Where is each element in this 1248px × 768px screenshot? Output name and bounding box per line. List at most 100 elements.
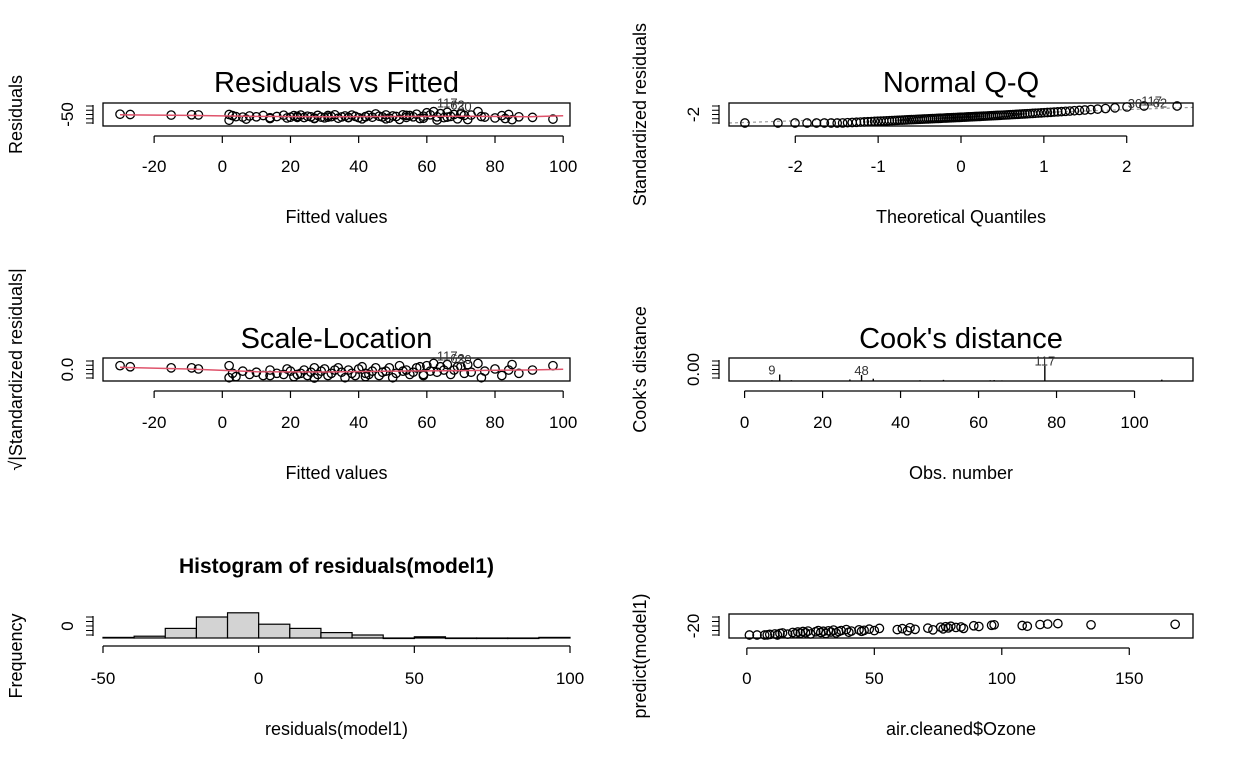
data-point	[241, 114, 252, 124]
x-tick-label: 0	[218, 413, 227, 432]
x-tick-label: 50	[405, 669, 424, 688]
data-point	[442, 112, 453, 122]
data-point	[418, 113, 429, 124]
qq-point	[1079, 105, 1090, 115]
x-tick-label: -20	[142, 157, 167, 176]
x-tick-label: 60	[417, 157, 436, 176]
panel-normal-qq: -2 -1 0 1 2 -2 Normal Q-Q Theoretical Quantiles…	[630, 23, 1194, 227]
histogram-bar	[413, 636, 447, 639]
histogram-bar	[351, 634, 384, 639]
y-axis-label: Cook's distance	[630, 306, 650, 433]
data-point	[859, 625, 869, 636]
data-point	[956, 622, 966, 632]
histogram-bar	[382, 637, 415, 640]
x-tick-label: 0	[742, 669, 751, 688]
data-point	[459, 368, 470, 379]
point-label: 30	[457, 99, 471, 114]
data-point	[772, 630, 783, 640]
y-tick-label: -50	[58, 102, 77, 127]
data-point	[381, 110, 391, 120]
y-axis-label: Frequency	[6, 613, 26, 698]
histogram-bar	[507, 637, 540, 640]
data-point	[309, 373, 320, 383]
panel-cooks-distance: 0 20 40 60 80 100 0.00 Cook's distance Obs. numb…	[630, 306, 1194, 483]
data-point	[401, 110, 412, 121]
panel-histogram: -50 0 50 100 0 Histogram of residuals(model1)…	[6, 555, 584, 739]
data-point	[973, 621, 984, 632]
data-point	[905, 622, 915, 633]
y-axis-label: Standardized residuals	[630, 23, 650, 206]
x-tick-label: -50	[91, 669, 116, 688]
data-point	[500, 113, 511, 124]
data-point	[282, 113, 292, 123]
data-point	[224, 372, 234, 383]
x-tick-label: 60	[969, 413, 988, 432]
data-point	[869, 625, 880, 636]
x-tick-label: 100	[988, 669, 1016, 688]
qq-point	[1033, 108, 1044, 118]
data-point	[271, 368, 282, 379]
x-tick-label: 100	[549, 157, 577, 176]
data-point	[968, 620, 979, 631]
data-point	[828, 625, 839, 635]
data-point	[854, 624, 864, 635]
qq-point	[1042, 107, 1053, 118]
histogram-bar	[164, 627, 197, 639]
data-point	[1017, 620, 1028, 631]
data-point	[391, 368, 402, 379]
x-tick-label: 40	[349, 413, 368, 432]
x-tick-label: 60	[417, 413, 436, 432]
x-tick-label: 20	[281, 413, 300, 432]
y-tick-label: -20	[684, 614, 703, 639]
x-axis-label: Fitted values	[285, 207, 387, 227]
x-tick-label: 100	[549, 413, 577, 432]
data-point	[514, 368, 524, 379]
point-label: 62	[450, 98, 464, 113]
data-point	[1086, 619, 1096, 630]
plot-frame	[728, 613, 1194, 639]
y-tick-label: 0	[58, 621, 77, 630]
data-point	[496, 370, 507, 381]
qq-point	[1139, 101, 1149, 111]
histogram-bar	[444, 637, 478, 640]
data-point	[958, 623, 969, 634]
qq-point	[832, 118, 843, 128]
data-point	[951, 622, 961, 633]
chart-title: Cook's distance	[859, 323, 1063, 355]
x-tick-label: 150	[1115, 669, 1143, 688]
data-point	[1170, 619, 1181, 630]
plot-frame	[728, 357, 1194, 382]
qq-point	[1045, 107, 1056, 118]
y-axis-label: predict(model1)	[630, 593, 650, 718]
qq-point	[1039, 107, 1050, 118]
data-point	[244, 369, 255, 380]
data-point	[548, 360, 558, 371]
x-tick-label: 50	[865, 669, 884, 688]
data-point	[476, 372, 487, 383]
data-point	[490, 113, 500, 123]
data-point	[384, 363, 395, 373]
chart-title: Histogram of residuals(model1)	[179, 555, 494, 578]
data-point	[744, 630, 755, 640]
x-tick-label: 0	[956, 157, 965, 176]
data-point	[326, 368, 337, 379]
data-point	[1035, 619, 1045, 630]
point-label: 117	[1034, 354, 1055, 369]
data-point	[186, 363, 197, 373]
qq-point	[1110, 103, 1120, 113]
x-tick-label: 40	[891, 413, 910, 432]
x-tick-label: 20	[813, 413, 832, 432]
data-point	[295, 368, 306, 379]
data-point	[989, 619, 999, 630]
point-label: 48	[854, 363, 868, 378]
qq-point	[790, 118, 800, 128]
data-point	[115, 360, 125, 371]
point-label: 9	[768, 362, 775, 377]
data-point	[507, 359, 517, 370]
qq-point	[1172, 101, 1182, 111]
data-point	[466, 367, 476, 378]
data-point	[1042, 619, 1053, 629]
data-point	[548, 114, 558, 124]
x-tick-label: 0	[740, 413, 749, 432]
x-tick-label: -20	[142, 413, 167, 432]
